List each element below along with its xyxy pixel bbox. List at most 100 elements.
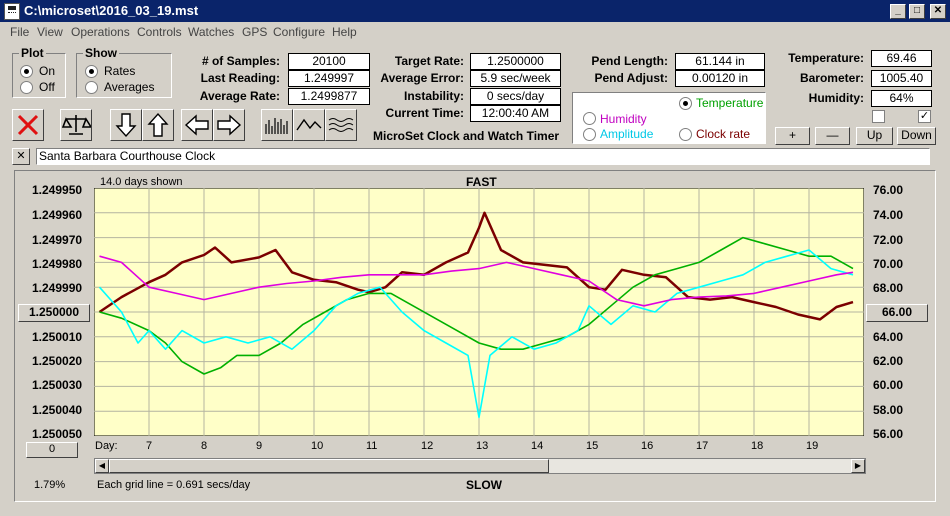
day-axis-label: Day: [95,440,118,452]
maximize-button[interactable]: □ [909,4,925,19]
y-left-tick: 1.249960 [32,208,83,222]
x-tick-label: 15 [586,440,599,452]
show-averages-label: Averages [104,80,155,94]
series-line-humidity [99,255,854,307]
arrow-right-icon [217,114,242,136]
y-right-tick: 56.00 [873,427,904,441]
target-rate-value: 1.2500000 [470,53,561,70]
clear-clock-name-button[interactable]: ✕ [12,148,30,165]
last-reading-label: Last Reading: [200,71,280,85]
y-right-tick: 60.00 [873,378,904,392]
scroll-left-button[interactable]: ◀ [95,459,109,473]
fast-label: FAST [466,175,497,189]
menu-gps[interactable]: GPS [242,25,268,39]
decrease-scale-button[interactable]: — [815,127,850,145]
humidity-value: 64% [871,90,932,107]
x-tick-label: 12 [421,440,434,452]
amplitude-option-label: Amplitude [600,127,654,141]
y-left-tick: 1.249950 [32,183,83,197]
right-axis-center-button[interactable]: 66.00 [866,304,928,322]
current-time-label: Current Time: [385,106,464,120]
days-shown-label: 14.0 days shown [100,176,183,188]
y-right-tick: 68.00 [873,281,904,295]
plot-on-label: On [39,64,56,78]
y-left-tick: 1.250030 [32,378,83,392]
clock-name-input[interactable]: Santa Barbara Courthouse Clock [36,148,930,165]
move-right-button[interactable] [213,109,245,141]
title-bar: C:\microset\2016_03_19.mst _ □ ✕ [0,0,950,22]
y-right-tick: 74.00 [873,208,904,222]
clock-rate-option-label: Clock rate [696,127,751,141]
current-time-value: 12:00:40 AM [470,105,561,122]
move-down-button[interactable] [110,109,142,141]
menu-watches[interactable]: Watches [188,25,235,39]
menu-operations[interactable]: Operations [71,25,130,39]
scrollbar-thumb[interactable] [109,459,549,473]
humidity-radio[interactable] [583,112,596,125]
temperature-radio[interactable] [679,97,692,110]
pend-adjust-label: Pend Adjust: [594,71,668,85]
target-rate-label: Target Rate: [394,54,464,68]
smooth-view-button[interactable] [293,109,325,141]
scroll-up-button[interactable]: Up [856,127,893,145]
amplitude-radio[interactable] [583,128,596,141]
instability-label: Instability: [403,89,464,103]
plot-legend: Plot [21,46,44,60]
x-tick-label: 18 [751,440,764,452]
bars-icon [265,118,288,134]
average-rate-label: Average Rate: [199,89,280,103]
waves-icon [328,118,354,132]
show-averages-radio[interactable] [85,81,98,94]
increase-scale-button[interactable]: + [775,127,810,145]
plot-group: Plot [12,46,66,98]
y-left-tick: 1.249990 [32,281,83,295]
grid-scale-label: Each grid line = 0.691 secs/day [97,479,251,491]
y-right-tick: 62.00 [873,354,904,368]
menu-help[interactable]: Help [332,25,357,39]
sensor-selection-panel [572,92,766,144]
minimize-button[interactable]: _ [890,4,906,19]
show-legend: Show [85,46,117,60]
scroll-right-button[interactable]: ▶ [851,459,865,473]
y-left-tick: 1.249980 [32,257,83,271]
y-left-tick: 1.250050 [32,427,83,441]
plot-on-radio[interactable] [20,65,33,78]
average-error-label: Average Error: [380,71,464,85]
menu-view[interactable]: View [37,25,63,39]
slow-label: SLOW [466,478,502,492]
y-right-tick: 70.00 [873,257,904,271]
time-scrollbar[interactable]: ◀ ▶ [94,458,866,474]
x-tick-label: 9 [256,440,263,452]
series-line-temperature [99,236,854,375]
stop-button[interactable] [12,109,44,141]
plot-off-label: Off [39,80,55,94]
noise-view-button[interactable] [325,109,357,141]
option-checkbox-2[interactable]: ✓ [918,110,931,123]
close-window-button[interactable]: ✕ [930,4,946,19]
menu-file[interactable]: File [10,25,30,39]
menu-controls[interactable]: Controls [137,25,182,39]
plot-off-radio[interactable] [20,81,33,94]
arrow-left-icon [184,114,209,136]
raw-data-view-button[interactable] [261,109,293,141]
menu-configure[interactable]: Configure [273,25,326,39]
rate-chart[interactable] [94,188,864,436]
scroll-down-button[interactable]: Down [897,127,936,145]
left-axis-center-button[interactable]: 1.250000 [18,304,90,322]
zero-button[interactable]: 0 [26,442,78,458]
move-up-button[interactable] [142,109,174,141]
x-tick-label: 8 [201,440,208,452]
move-left-button[interactable] [181,109,213,141]
average-error-value: 5.9 sec/week [470,70,561,87]
show-rates-radio[interactable] [85,65,98,78]
temperature-option-label: Temperature [696,96,764,110]
temperature-value: 69.46 [871,50,932,67]
y-left-tick: 1.250040 [32,403,83,417]
option-checkbox-1[interactable] [872,110,885,123]
wave-icon [296,118,322,131]
clock-rate-radio[interactable] [679,128,692,141]
x-tick-label: 14 [531,440,544,452]
y-left-tick: 1.250010 [32,330,83,344]
average-rate-value: 1.2499877 [288,88,370,105]
calibrate-button[interactable] [60,109,93,141]
